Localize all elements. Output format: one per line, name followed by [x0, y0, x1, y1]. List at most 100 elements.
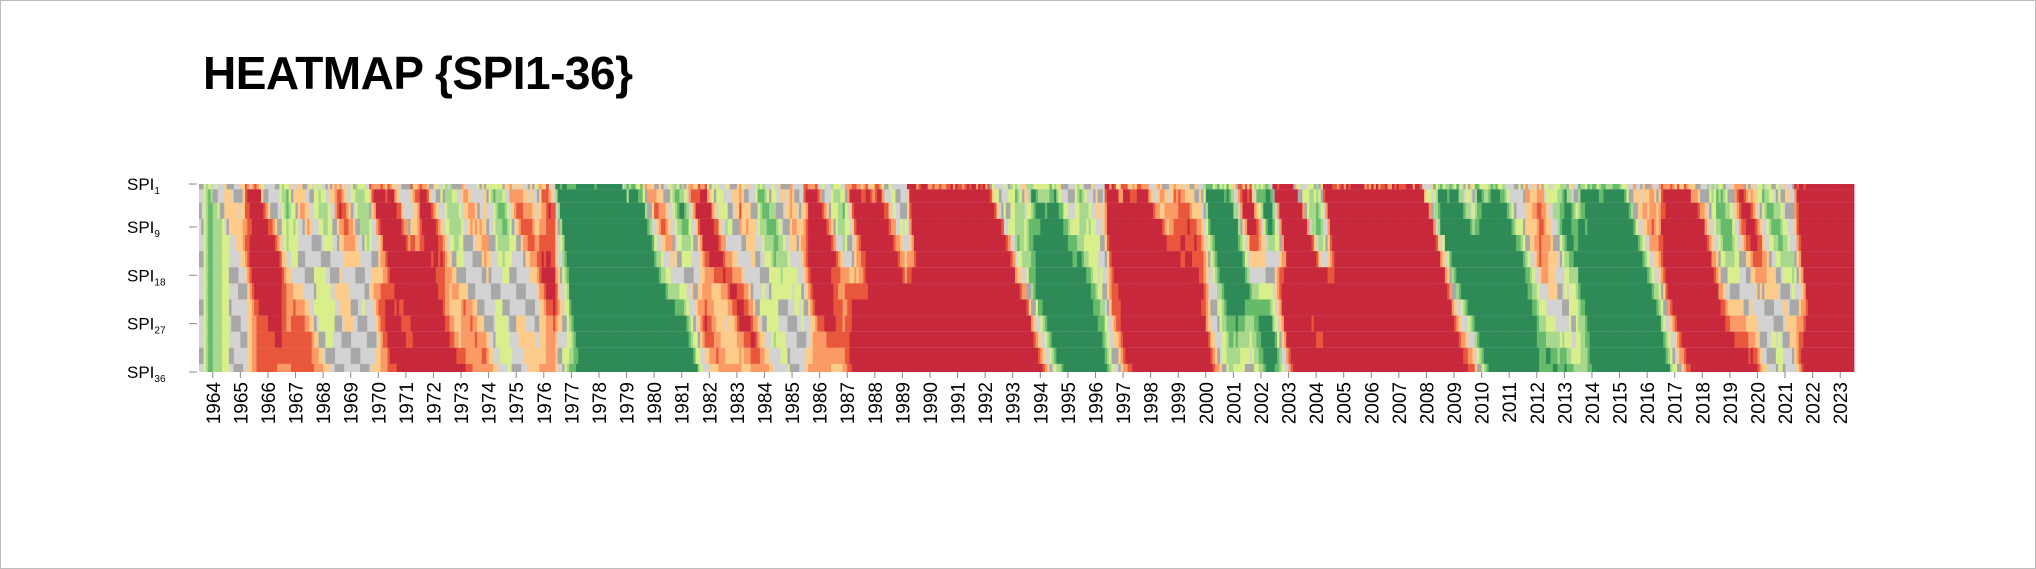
- heatmap-cell: [364, 189, 368, 203]
- heatmap-cell: [810, 235, 814, 252]
- heatmap-cell: [1012, 251, 1016, 268]
- heatmap-cell: [1398, 218, 1402, 236]
- heatmap-cell: [1472, 218, 1476, 236]
- heatmap-cell: [1313, 189, 1317, 203]
- heatmap-cell: [355, 184, 359, 190]
- heatmap-cell: [1067, 251, 1071, 268]
- heatmap-cell: [801, 251, 804, 268]
- heatmap-cell: [594, 184, 598, 190]
- heatmap-cell: [247, 283, 250, 300]
- heatmap-cell: [826, 267, 830, 284]
- heatmap-cell: [1378, 202, 1381, 219]
- heatmap-cell: [1642, 218, 1646, 236]
- heatmap-cell: [741, 267, 745, 284]
- heatmap-cell: [520, 218, 524, 236]
- heatmap-cell: [711, 218, 715, 236]
- heatmap-cell: [985, 251, 988, 268]
- heatmap-cell: [1389, 184, 1393, 190]
- heatmap-cell: [410, 267, 414, 284]
- heatmap-cell: [440, 189, 444, 203]
- heatmap-cell: [1426, 251, 1430, 268]
- heatmap-cell: [1371, 189, 1374, 203]
- heatmap-cell: [1212, 218, 1216, 236]
- heatmap-cell: [996, 267, 1000, 284]
- heatmap-cell: [1401, 189, 1404, 203]
- heatmap-cell: [1677, 218, 1680, 236]
- heatmap-cell: [493, 184, 496, 190]
- heatmap-cell: [1286, 202, 1289, 219]
- heatmap-cell: [348, 218, 352, 236]
- heatmap-cell: [1603, 218, 1607, 236]
- heatmap-cell: [1631, 235, 1634, 252]
- heatmap-cell: [279, 218, 283, 236]
- heatmap-cell: [684, 218, 687, 236]
- heatmap-cell: [392, 251, 395, 268]
- heatmap-cell: [497, 184, 501, 190]
- heatmap-cell: [1357, 251, 1361, 268]
- heatmap-cell: [1279, 184, 1283, 190]
- heatmap-cell: [1070, 251, 1073, 268]
- heatmap-cell: [1428, 218, 1432, 236]
- heatmap-cell: [219, 251, 223, 268]
- heatmap-cell: [1118, 202, 1122, 219]
- heatmap-cell: [1281, 235, 1285, 252]
- heatmap-cell: [1520, 235, 1524, 252]
- heatmap-cell: [534, 251, 538, 268]
- heatmap-cell: [684, 184, 687, 190]
- heatmap-cell: [1688, 202, 1692, 219]
- heatmap-cell: [1123, 235, 1126, 252]
- heatmap-cell: [1343, 202, 1347, 219]
- heatmap-cell: [1318, 251, 1322, 268]
- heatmap-cell: [1166, 202, 1170, 219]
- heatmap-cell: [1325, 189, 1329, 203]
- heatmap-cell: [596, 267, 600, 284]
- heatmap-cell: [426, 251, 430, 268]
- heatmap-cell: [803, 218, 807, 236]
- heatmap-cell: [1759, 202, 1763, 219]
- heatmap-cell: [1833, 184, 1837, 190]
- heatmap-cell: [410, 251, 414, 268]
- heatmap-cell: [1132, 283, 1135, 300]
- heatmap-cell: [936, 267, 940, 284]
- heatmap-cell: [1711, 189, 1715, 203]
- heatmap-cell: [1143, 189, 1147, 203]
- heatmap-cell: [631, 184, 634, 190]
- heatmap-cell: [1237, 283, 1241, 300]
- heatmap-cell: [950, 184, 954, 190]
- heatmap-cell: [1552, 235, 1556, 252]
- heatmap-cell: [987, 283, 991, 300]
- heatmap-cell: [674, 283, 678, 300]
- heatmap-cell: [1247, 235, 1250, 252]
- heatmap-cell: [1054, 189, 1057, 203]
- heatmap-cell: [1541, 267, 1545, 284]
- heatmap-cell: [711, 189, 715, 203]
- heatmap-cell: [982, 235, 986, 252]
- heatmap-cell: [975, 218, 979, 236]
- heatmap-cell: [394, 251, 398, 268]
- heatmap-cell: [1159, 189, 1163, 203]
- heatmap-cell: [888, 251, 892, 268]
- heatmap-cell: [215, 267, 218, 284]
- heatmap-cell: [1189, 251, 1193, 268]
- heatmap-cell: [897, 267, 901, 284]
- heatmap-cell: [530, 184, 533, 190]
- heatmap-cell: [1805, 251, 1809, 268]
- heatmap-cell: [1757, 267, 1761, 284]
- heatmap-cell: [1824, 218, 1827, 236]
- heatmap-cell: [785, 218, 788, 236]
- heatmap-cell: [1106, 235, 1110, 252]
- heatmap-cell: [355, 189, 359, 203]
- heatmap-cell: [375, 251, 379, 268]
- heatmap-cell: [1242, 235, 1246, 252]
- heatmap-cell: [293, 283, 296, 300]
- heatmap-cell: [1479, 184, 1483, 190]
- heatmap-cell: [302, 218, 306, 236]
- heatmap-cell: [1743, 202, 1747, 219]
- heatmap-cell: [803, 202, 807, 219]
- heatmap-cell: [1504, 267, 1508, 284]
- heatmap-cell: [1847, 267, 1850, 284]
- heatmap-cell: [973, 251, 977, 268]
- heatmap-cell: [1808, 189, 1811, 203]
- heatmap-cell: [1752, 251, 1756, 268]
- heatmap-cell: [994, 202, 998, 219]
